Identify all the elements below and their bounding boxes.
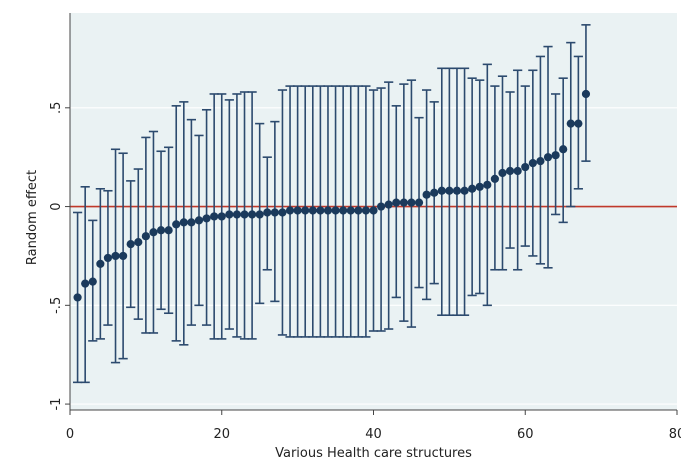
y-tick-label: .5 — [49, 102, 64, 114]
point-estimate — [581, 89, 591, 99]
point-estimate — [445, 186, 454, 195]
x-tick-label: 60 — [517, 427, 534, 442]
point-estimate — [240, 210, 249, 219]
point-estimate — [559, 145, 568, 154]
point-estimate — [505, 166, 515, 176]
point-estimate — [323, 206, 333, 215]
point-estimate — [88, 277, 97, 286]
point-estimate — [339, 206, 348, 215]
point-estimate — [194, 216, 204, 225]
point-estimate — [407, 198, 416, 207]
point-estimate — [369, 206, 378, 215]
point-estimate — [536, 157, 545, 166]
tick-labels: 0 20 40 60 80 -1 -.5 0 .5 — [49, 102, 681, 442]
point-estimate — [437, 186, 446, 195]
x-tick-label: 80 — [669, 427, 681, 442]
point-estimate — [376, 202, 386, 211]
point-estimate — [399, 198, 408, 207]
point-estimate — [270, 208, 279, 217]
point-estimate — [210, 212, 219, 221]
point-estimate — [172, 220, 181, 229]
point-estimate — [141, 232, 150, 241]
point-estimate — [452, 186, 462, 195]
point-estimate — [392, 198, 401, 207]
point-estimate — [202, 214, 211, 223]
point-estimate — [156, 226, 166, 235]
point-estimate — [414, 198, 424, 207]
point-estimate — [316, 206, 325, 215]
point-estimate — [278, 208, 287, 217]
point-estimate — [217, 212, 226, 221]
point-estimate — [346, 206, 355, 215]
point-estimate — [483, 180, 492, 189]
point-estimate — [354, 206, 363, 215]
point-estimate — [255, 210, 264, 219]
point-estimate — [490, 174, 499, 184]
point-estimate — [164, 226, 173, 235]
point-estimate — [422, 190, 431, 199]
y-tick-label: -1 — [49, 398, 64, 411]
point-estimate — [96, 259, 105, 268]
point-estimate — [521, 162, 530, 172]
point-estimate — [468, 184, 477, 193]
x-tick-label: 20 — [213, 427, 230, 442]
x-tick-label: 40 — [365, 427, 382, 442]
point-estimate — [513, 166, 522, 176]
point-estimate — [111, 251, 120, 261]
point-estimate — [543, 153, 553, 162]
point-estimate — [528, 159, 537, 168]
point-estimate — [225, 210, 234, 219]
point-estimate — [73, 293, 82, 302]
point-estimate — [119, 251, 128, 261]
point-estimate — [498, 168, 507, 178]
x-axis-title: Various Health care structures — [275, 446, 472, 461]
point-estimate — [293, 206, 302, 215]
point-estimate — [574, 119, 583, 128]
y-axis-title: Random effect — [25, 170, 40, 265]
point-estimate — [430, 188, 439, 197]
point-estimates — [73, 89, 591, 302]
point-estimate — [232, 210, 242, 219]
point-estimate — [384, 200, 393, 209]
point-estimate — [331, 206, 340, 215]
point-estimate — [301, 206, 310, 215]
point-estimate — [134, 238, 143, 247]
point-estimate — [285, 206, 295, 215]
y-tick-label: 0 — [49, 202, 64, 210]
point-estimate — [149, 228, 158, 237]
point-estimate — [248, 210, 257, 219]
point-estimate — [126, 239, 135, 249]
point-estimate — [308, 206, 317, 215]
point-estimate — [187, 218, 196, 227]
point-estimate — [81, 279, 90, 288]
point-estimate — [361, 206, 371, 215]
x-tick-label: 0 — [66, 427, 74, 442]
point-estimate — [566, 119, 575, 128]
point-estimate — [475, 182, 484, 191]
point-estimate — [460, 186, 469, 195]
point-estimate — [179, 218, 188, 227]
point-estimate — [551, 151, 560, 160]
point-estimate — [103, 253, 113, 263]
point-estimate — [263, 208, 272, 217]
axes — [65, 13, 678, 415]
y-tick-label: -.5 — [49, 297, 64, 314]
